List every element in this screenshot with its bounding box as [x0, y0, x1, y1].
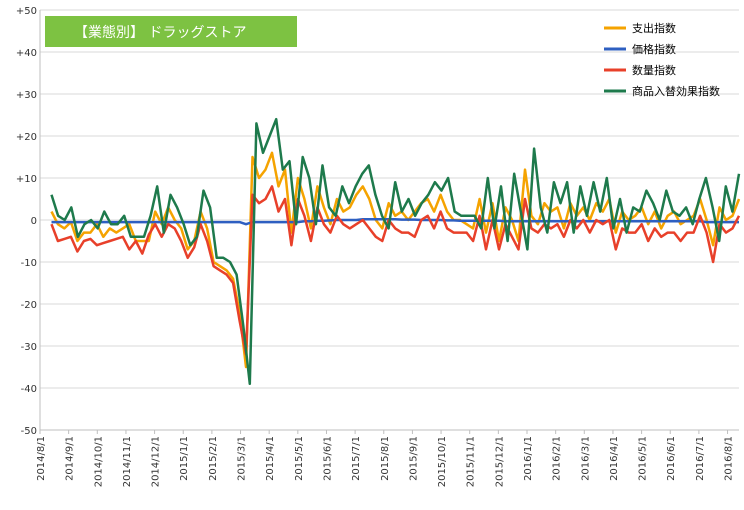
- x-tick-label: 2015/3/1: [237, 436, 248, 481]
- x-tick-label: 2015/8/1: [380, 436, 391, 481]
- x-tick-labels: 2014/8/1 2014/9/1 2014/10/1 2014/11/1 2014/1…: [36, 436, 735, 487]
- legend-label: 数量指数: [632, 63, 676, 77]
- x-tick-label: 2016/8/1: [724, 436, 735, 481]
- y-tick-label: -40: [21, 384, 37, 395]
- chart-title-box: 【業態別】 ドラッグストア: [45, 16, 297, 47]
- x-tick-label: 2015/9/1: [408, 436, 419, 481]
- x-tick-label: 2014/12/1: [151, 436, 162, 487]
- y-tick-labels: +50 +40 +30 +20 +10 0 -10 -20 -30 -40 -50: [16, 6, 37, 437]
- x-tick-label: 2015/5/1: [294, 436, 305, 481]
- y-tick-label: +40: [16, 48, 37, 59]
- series-line: [50, 117, 741, 386]
- x-tick-label: 2016/1/1: [523, 436, 534, 481]
- x-tick-label: 2015/11/1: [466, 436, 477, 487]
- legend-label: 商品入替効果指数: [632, 84, 720, 98]
- series-lines: [50, 117, 741, 386]
- x-tick-label: 2016/5/1: [638, 436, 649, 481]
- x-tick-label: 2016/3/1: [580, 436, 591, 481]
- y-tick-label: -20: [21, 300, 37, 311]
- x-tick-label: 2016/6/1: [666, 436, 677, 481]
- x-tick-label: 2015/2/1: [208, 436, 219, 481]
- legend-label: 価格指数: [632, 42, 676, 56]
- x-tick-label: 2014/11/1: [122, 436, 133, 487]
- x-tick-label: 2015/7/1: [351, 436, 362, 481]
- chart-title-background: [45, 16, 297, 47]
- x-tick-label: 2015/6/1: [322, 436, 333, 481]
- y-tick-label: -50: [21, 426, 37, 437]
- legend-label: 支出指数: [632, 21, 676, 35]
- x-tick-label: 2014/10/1: [93, 436, 104, 487]
- x-tick-label: 2014/8/1: [36, 436, 47, 481]
- y-tick-label: +20: [16, 132, 37, 143]
- x-tick-label: 2015/12/1: [494, 436, 505, 487]
- axes: [39, 10, 739, 434]
- x-tick-label: 2015/4/1: [265, 436, 276, 481]
- y-tick-label: +30: [16, 90, 37, 101]
- x-tick-label: 2016/4/1: [609, 436, 620, 481]
- y-tick-label: +10: [16, 174, 37, 185]
- series-line: [50, 185, 741, 356]
- y-tick-label: 0: [31, 216, 37, 227]
- x-tick-label: 2016/7/1: [695, 436, 706, 481]
- x-tick-label: 2014/9/1: [65, 436, 76, 481]
- y-tick-label: -30: [21, 342, 37, 353]
- y-tick-label: +50: [16, 6, 37, 17]
- x-tick-label: 2016/2/1: [552, 436, 563, 481]
- chart-title: 【業態別】 ドラッグストア: [74, 25, 246, 41]
- x-tick-label: 2015/1/1: [179, 436, 190, 481]
- x-tick-label: 2015/10/1: [437, 436, 448, 487]
- y-tick-label: -10: [21, 258, 37, 269]
